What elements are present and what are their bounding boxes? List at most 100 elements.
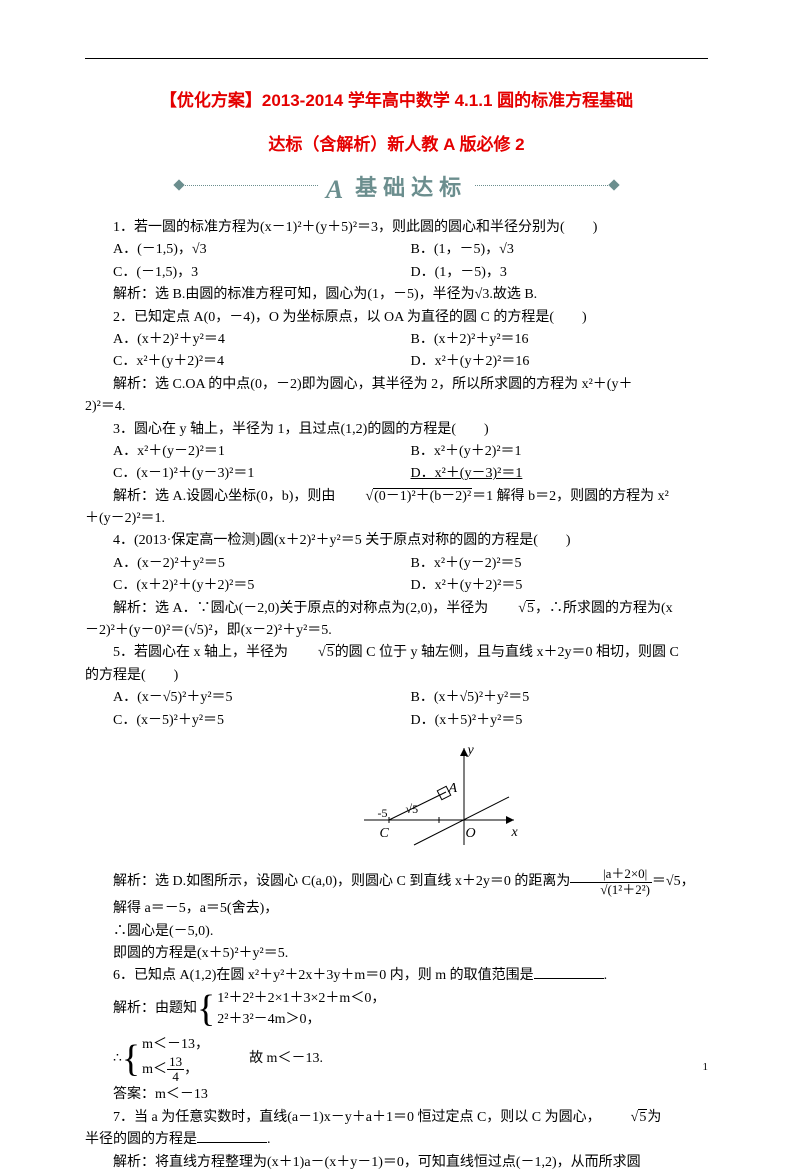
q3-opts-row2: C．(x－1)²＋(y－3)²＝1 D．x²＋(y－3)²＝1 [113, 463, 708, 485]
fill-blank [197, 1129, 267, 1143]
q6-result-row: ∴ { m＜－13， m＜134， 故 m＜－13. [113, 1034, 708, 1085]
frac-num: 13 [167, 1055, 184, 1070]
q2-answer-l2: 2)²＝4. [85, 396, 708, 418]
fraction-13-4: 134 [167, 1055, 184, 1085]
sqrt-icon: 5 [601, 1107, 648, 1129]
q1-opts-row2: C．(－1,5)，3 D．(1，－5)，3 [113, 262, 708, 284]
q2-stem: 2．已知定点 A(0，－4)，O 为坐标原点，以 OA 为直径的圆 C 的方程是… [85, 307, 708, 329]
q4-ans-post: ，∴所求圆的方程为(x [535, 601, 673, 616]
q5-diagram: y x A C O -5 √5 [326, 740, 496, 855]
q4-opt-a: A．(x－2)²＋y²＝5 [113, 553, 411, 575]
page-title-line1: 【优化方案】2013-2014 学年高中数学 4.1.1 圆的标准方程基础 [85, 88, 708, 114]
q4-opt-c: C．(x＋2)²＋(y＋2)²＝5 [113, 575, 411, 597]
q4-radicand: 5 [526, 600, 535, 616]
q5-opt-a: A．(x－√5)²＋y²＝5 [113, 687, 411, 709]
q7-stem2-text: 半径的圆的方程是 [85, 1132, 197, 1147]
q3-stem: 3．圆心在 y 轴上，半径为 1，且过点(1,2)的圆的方程是( ) [85, 419, 708, 441]
q3-opts-row1: A．x²＋(y－2)²＝1 B．x²＋(y＋2)²＝1 [113, 441, 708, 463]
q7-radicand: 5 [638, 1109, 647, 1125]
q4-opt-b: B．x²＋(y－2)²＝5 [411, 553, 709, 575]
banner-text: 基础达标 [318, 169, 475, 211]
point-a-label: A [421, 778, 458, 800]
point-c-label: C [352, 823, 389, 845]
left-brace-icon: { [122, 1040, 140, 1078]
q6-brace-row: 解析：由题知 { 1²＋2²＋2×1＋3×2＋m＜0， 2²＋3²－4m＞0， [113, 988, 708, 1030]
q4-ans-pre: 解析：选 A．∵圆心(－2,0)关于原点的对称点为(2,0)，半径为 [113, 601, 488, 616]
q6-brace-l2: 2²＋3²－4m＞0， [217, 1012, 320, 1027]
q1-opt-b: B．(1，－5)，√3 [411, 239, 709, 261]
q3-opt-a: A．x²＋(y－2)²＝1 [113, 441, 411, 463]
q6-stem-text: 6．已知点 A(1,2)在圆 x²＋y²＋2x＋3y＋m＝0 内，则 m 的取值… [113, 968, 534, 983]
q3-ans-pre: 解析：选 A.设圆心坐标(0，b)，则由 [113, 489, 335, 504]
q5-stem-l1: 5．若圆心在 x 轴上，半径为5的圆 C 位于 y 轴左侧，且与直线 x＋2y＝… [85, 642, 708, 664]
q5-opt-d: D．(x＋5)²＋y²＝5 [411, 710, 709, 732]
q4-answer-l2: －2)²＋(y－0)²＝(√5)²，即(x－2)²＋y²＝5. [85, 620, 708, 642]
q7-stem-l1: 7．当 a 为任意实数时，直线(a－1)x－y＋a＋1＝0 恒过定点 C，则以 … [85, 1107, 708, 1129]
q3-opt-d: D．x²＋(y－3)²＝1 [411, 463, 709, 485]
frac-num: |a＋2×0| [570, 867, 652, 882]
q1-stem: 1．若一圆的标准方程为(x－1)²＋(y＋5)²＝3，则此圆的圆心和半径分别为(… [85, 217, 708, 239]
page-number: 1 [703, 1059, 709, 1077]
q2-opt-d: D．x²＋(y＋2)²＝16 [411, 351, 709, 373]
q3-radicand: (0－1)²＋(b－2)² [373, 488, 472, 504]
q7-stem-pre: 7．当 a 为任意实数时，直线(a－1)x－y＋a＋1＝0 恒过定点 C，则以 … [113, 1110, 601, 1125]
q5-l3: 即圆的方程是(x＋5)²＋y²＝5. [85, 943, 708, 965]
q6-brace-pre: 解析：由题知 [113, 998, 197, 1020]
q4-stem: 4．(2013·保定高一检测)圆(x＋2)²＋y²＝5 关于原点对称的圆的方程是… [85, 530, 708, 552]
q2-opt-c: C．x²＋(y＋2)²＝4 [113, 351, 411, 373]
q2-opts-row2: C．x²＋(y＋2)²＝4 D．x²＋(y＋2)²＝16 [113, 351, 708, 373]
sqrt-icon: 5 [488, 598, 535, 620]
q5-diagram-wrap: y x A C O -5 √5 [85, 740, 708, 863]
q6-res-l1: m＜－13， [142, 1037, 209, 1052]
banner-dot-left [173, 179, 184, 190]
frac-den: 4 [167, 1070, 184, 1084]
q3-ans-post: ＝1 解得 b＝2，则圆的方程为 x² [472, 489, 669, 504]
q6-res-post: 故 m＜－13. [249, 1048, 323, 1070]
q7-stem-l2: 半径的圆的方程是. [85, 1129, 708, 1151]
q1-answer: 解析：选 B.由圆的标准方程可知，圆心为(1，－5)，半径为√3.故选 B. [85, 284, 708, 306]
q5-opt-b: B．(x＋√5)²＋y²＝5 [411, 687, 709, 709]
q5-opts-row2: C．(x－5)²＋y²＝5 D．(x＋5)²＋y²＝5 [113, 710, 708, 732]
q1-opts-row1: A．(－1,5)，√3 B．(1，－5)，√3 [113, 239, 708, 261]
section-banner: 基础达标 [85, 169, 708, 201]
q1-opt-c: C．(－1,5)，3 [113, 262, 411, 284]
distance-fraction: |a＋2×0|√(1²＋2²) [570, 867, 652, 897]
axis-x-label: x [484, 822, 518, 844]
q3-opt-b: B．x²＋(y＋2)²＝1 [411, 441, 709, 463]
q2-opt-a: A．(x＋2)²＋y²＝4 [113, 329, 411, 351]
q2-answer-l1: 解析：选 C.OA 的中点(0，－2)即为圆心，其半径为 2，所以所求圆的方程为… [85, 374, 708, 396]
q6-brace-l1: 1²＋2²＋2×1＋3×2＋m＜0， [217, 991, 385, 1006]
q6-res-l2-post: ， [184, 1062, 198, 1077]
q2-opt-b: B．(x＋2)²＋y²＝16 [411, 329, 709, 351]
q5-ans-pre: 解析：选 D.如图所示，设圆心 C(a,0)，则圆心 C 到直线 x＋2y＝0 … [113, 874, 570, 889]
q1-opt-d: D．(1，－5)，3 [411, 262, 709, 284]
q5-stem-l2: 的方程是( ) [85, 665, 708, 687]
sqrt5-label: √5 [378, 800, 419, 819]
q7-stem-post: 为 [647, 1110, 661, 1125]
q2-opts-row1: A．(x＋2)²＋y²＝4 B．(x＋2)²＋y²＝16 [113, 329, 708, 351]
sqrt-icon: (0－1)²＋(b－2)² [335, 486, 472, 508]
q5-opt-c: C．(x－5)²＋y²＝5 [113, 710, 411, 732]
q3-answer-l2: ＋(y－2)²＝1. [85, 508, 708, 530]
q5-radicand: 5 [326, 644, 335, 660]
q6-brace-lines: 1²＋2²＋2×1＋3×2＋m＜0， 2²＋3²－4m＞0， [217, 988, 385, 1030]
q5-opts-row1: A．(x－√5)²＋y²＝5 B．(x＋√5)²＋y²＝5 [113, 687, 708, 709]
q5-l1: 解得 a＝－5，a＝5(舍去)， [85, 898, 708, 920]
therefore-icon: ∴ [113, 1048, 122, 1070]
sqrt-icon: 5 [288, 642, 335, 664]
left-brace-icon: { [197, 990, 215, 1028]
q6-result-lines: m＜－13， m＜134， [142, 1034, 209, 1085]
q7-answer: 解析：将直线方程整理为(x＋1)a－(x＋y－1)＝0，可知直线恒过点(－1,2… [85, 1152, 708, 1174]
q6-res-l2: m＜134， [142, 1062, 198, 1077]
q3-answer-l1: 解析：选 A.设圆心坐标(0，b)，则由 (0－1)²＋(b－2)²＝1 解得 b… [85, 486, 708, 508]
q4-answer-l1: 解析：选 A．∵圆心(－2,0)关于原点的对称点为(2,0)，半径为 5，∴所求圆… [85, 598, 708, 620]
q5-stem-post: 的圆 C 位于 y 轴左侧，且与直线 x＋2y＝0 相切，则圆 C [335, 645, 679, 660]
top-rule [85, 58, 708, 59]
q4-opts-row1: A．(x－2)²＋y²＝5 B．x²＋(y－2)²＝5 [113, 553, 708, 575]
q4-opt-d: D．x²＋(y＋2)²＝5 [411, 575, 709, 597]
banner-dot-right [608, 179, 619, 190]
q1-opt-a: A．(－1,5)，√3 [113, 239, 411, 261]
q4-opts-row2: C．(x＋2)²＋(y＋2)²＝5 D．x²＋(y＋2)²＝5 [113, 575, 708, 597]
q3-opt-c: C．(x－1)²＋(y－3)²＝1 [113, 463, 411, 485]
frac-den: √(1²＋2²) [570, 883, 652, 897]
